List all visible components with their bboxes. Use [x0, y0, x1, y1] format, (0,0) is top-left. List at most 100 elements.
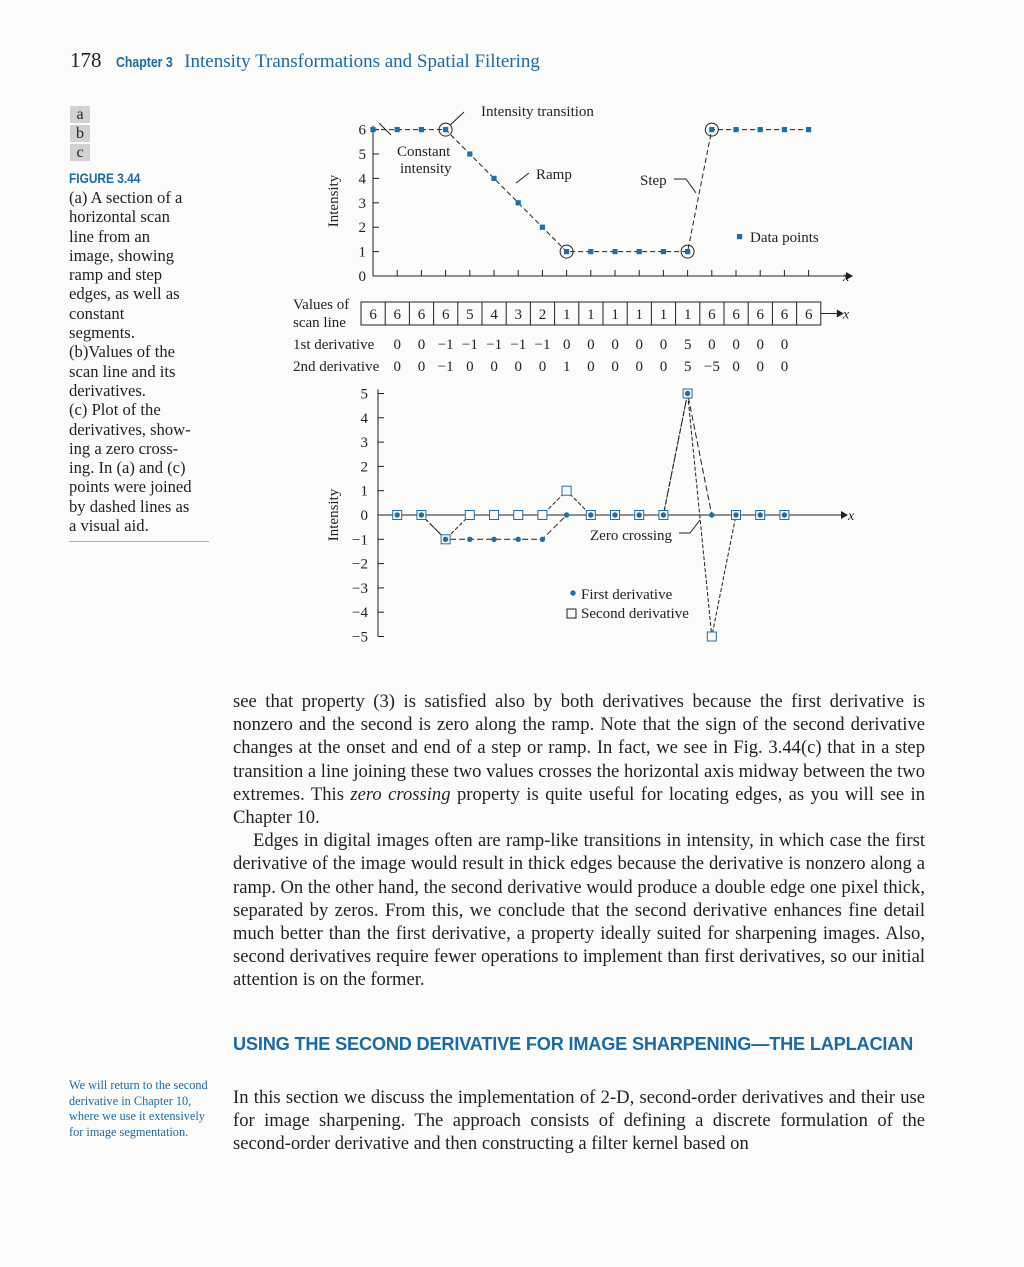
- scan-line-value: 6: [781, 307, 789, 323]
- caption-line: (c) Plot of the: [69, 400, 161, 420]
- caption-line: edges, as well as: [69, 284, 180, 304]
- c-first-derivative-point: [781, 512, 788, 518]
- c-second-derivative-point: [464, 510, 475, 520]
- c-second-derivative-point: [537, 510, 548, 520]
- annotation-step: Step: [640, 173, 667, 189]
- annotation-ramp: Ramp: [536, 167, 572, 183]
- a-highlight-circle: [438, 122, 453, 137]
- c-first-derivative-point: [709, 512, 715, 518]
- a-y-tick-label: 0: [359, 269, 367, 285]
- c-legend-first-label: First derivative: [581, 587, 673, 603]
- scan-line-value: 3: [515, 307, 523, 323]
- first-derivative-value: 5: [684, 337, 692, 353]
- a-data-point: [757, 127, 763, 133]
- annotation-constant-intensity: intensity: [400, 161, 452, 177]
- first-derivative-value: 0: [757, 337, 765, 353]
- a-data-point: [660, 249, 666, 255]
- scan-line-value: 6: [757, 307, 765, 323]
- a-y-tick-label: 3: [359, 196, 367, 212]
- scan-line-value: 6: [805, 307, 813, 323]
- c-y-tick-label: 3: [361, 435, 369, 451]
- scan-line-value: 6: [708, 307, 716, 323]
- a-y-tick-label: 6: [359, 123, 367, 139]
- a-data-point: [443, 127, 449, 133]
- first-derivative-value: 0: [563, 337, 571, 353]
- c-y-tick-label: 5: [361, 387, 369, 403]
- figure-label: FIGURE 3.44: [69, 170, 141, 186]
- c-first-derivative-point: [515, 536, 521, 542]
- scan-line-label: scan line: [293, 315, 346, 331]
- scan-line-value: 4: [490, 307, 498, 323]
- first-derivative-value: 0: [660, 337, 668, 353]
- a-data-point: [467, 151, 473, 157]
- c-x-arrow: [841, 511, 848, 519]
- c-second-derivative-point: [489, 510, 499, 520]
- a-x-label: x: [842, 270, 850, 285]
- second-derivative-value: 0: [418, 359, 426, 375]
- first-derivative-label: 1st derivative: [293, 337, 375, 353]
- c-first-derivative-point: [394, 512, 400, 518]
- second-derivative-value: −5: [704, 359, 720, 375]
- a-y-tick-label: 5: [359, 147, 367, 163]
- a-leader-ramp: [515, 172, 530, 184]
- caption-line: points were joined: [69, 477, 192, 497]
- scan-line-value: 6: [732, 307, 740, 323]
- c-y-tick-label: −3: [352, 581, 368, 597]
- a-leader-constant: [378, 122, 392, 136]
- a-data-point: [418, 127, 424, 133]
- c-y-tick-label: −4: [352, 605, 368, 621]
- running-header: 178 Chapter 3 Intensity Transformations …: [70, 48, 540, 73]
- caption-line: horizontal scan: [69, 207, 170, 227]
- c-y-label: Intensity: [326, 488, 342, 541]
- a-y-tick-label: 1: [359, 245, 367, 261]
- scan-line-value: 6: [394, 307, 402, 323]
- second-derivative-value: 0: [394, 359, 402, 375]
- c-legend-second-marker: [566, 608, 577, 619]
- first-derivative-value: −1: [438, 337, 454, 353]
- caption-line: (b)Values of the: [69, 342, 175, 362]
- second-derivative-value: 0: [732, 359, 740, 375]
- page-number: 178: [70, 48, 102, 72]
- a-data-point: [781, 127, 787, 133]
- caption-line: ing. In (a) and (c): [69, 458, 186, 478]
- c-first-derivative-point: [563, 512, 570, 518]
- first-derivative-value: −1: [535, 337, 551, 353]
- a-legend-marker: [737, 234, 743, 240]
- first-derivative-value: 0: [611, 337, 619, 353]
- c-first-derivative-point: [491, 536, 497, 542]
- first-derivative-value: 0: [418, 337, 426, 353]
- c-legend-second-label: Second derivative: [581, 606, 689, 622]
- caption-line: ramp and step: [69, 265, 163, 285]
- c-x-label: x: [847, 509, 855, 524]
- body-text: see that property (3) is satisfied also …: [233, 690, 925, 992]
- c-legend-first-marker: [570, 590, 576, 596]
- annotation-constant-intensity: Constant: [397, 144, 451, 160]
- scan-line-value: 2: [539, 307, 547, 323]
- c-first-derivative-point: [636, 512, 642, 518]
- a-x-arrow: [846, 272, 853, 280]
- scan-line-value: 1: [636, 307, 644, 323]
- paragraph-1: see that property (3) is satisfied also …: [233, 691, 925, 829]
- a-highlight-circle: [704, 122, 719, 137]
- scan-line-value: 6: [369, 307, 377, 323]
- caption-line: scan line and its: [69, 361, 176, 381]
- second-derivative-label: 2nd derivative: [293, 359, 380, 375]
- scan-line-value: 1: [660, 307, 668, 323]
- c-y-tick-label: 4: [361, 411, 369, 427]
- a-y-tick-label: 4: [359, 171, 367, 187]
- second-derivative-value: 5: [684, 359, 692, 375]
- c-first-derivative-point: [612, 512, 618, 518]
- second-derivative-value: 0: [757, 359, 765, 375]
- b-axis-arrow: [836, 309, 844, 318]
- chapter-title: Intensity Transformations and Spatial Fi…: [184, 51, 540, 72]
- c-first-derivative-point: [733, 512, 739, 518]
- panel-letter-c: c: [70, 144, 90, 161]
- second-derivative-value: 0: [781, 359, 789, 375]
- c-y-tick-label: 1: [361, 484, 369, 500]
- a-data-point: [612, 249, 618, 255]
- c-y-tick-label: −2: [352, 557, 368, 573]
- first-derivative-value: 0: [708, 337, 716, 353]
- caption-line: derivatives, show-: [69, 419, 191, 439]
- a-data-point: [733, 127, 739, 133]
